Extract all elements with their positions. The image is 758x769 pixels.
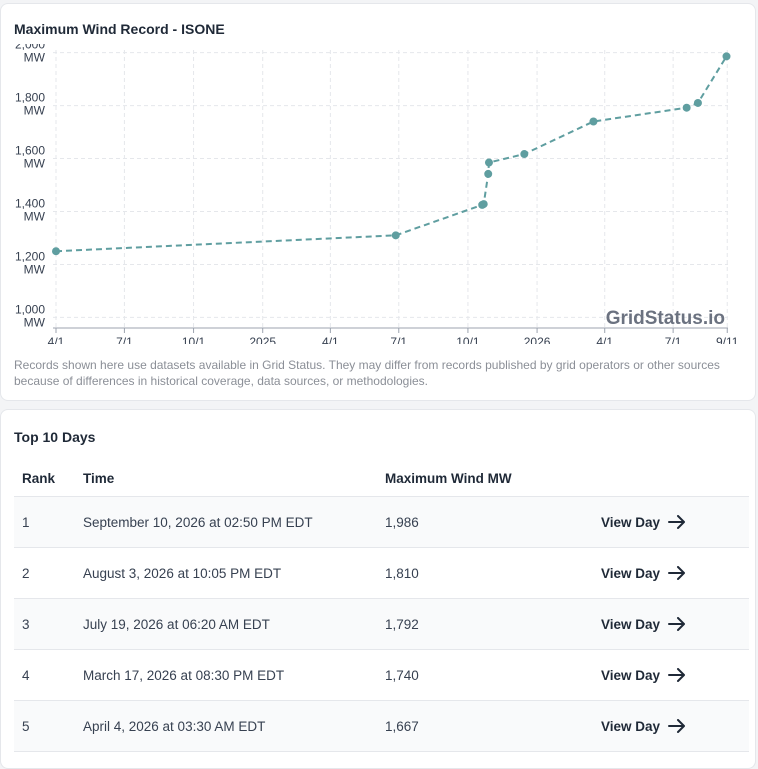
action-cell: View Day <box>593 496 749 548</box>
y-tick-label: 1,600 MW <box>15 144 46 171</box>
time-cell: July 19, 2026 at 06:20 AM EDT <box>75 598 377 650</box>
x-tick-label: 7/1 <box>390 335 407 344</box>
header-time: Time <box>75 460 377 497</box>
data-point <box>391 231 400 240</box>
action-cell: View Day <box>593 700 749 752</box>
view-day-link[interactable]: View Day <box>601 515 686 530</box>
rank-cell: 2 <box>14 547 75 599</box>
chart-title: Maximum Wind Record - ISONE <box>14 21 225 37</box>
data-point <box>693 98 702 107</box>
arrow-right-icon <box>668 719 686 733</box>
x-tick-label: 4/1 <box>322 335 339 344</box>
rank-cell: 3 <box>14 598 75 650</box>
y-tick-label: 1,400 MW <box>15 197 46 224</box>
value-cell: 1,740 <box>377 649 593 701</box>
records-disclaimer: Records shown here use datasets availabl… <box>14 358 720 388</box>
wind-record-chart: 1,000 MW 1,200 MW 1,400 MW 1,600 MW 1,800 MW 2,000… <box>15 44 739 344</box>
value-cell: 1,810 <box>377 547 593 599</box>
top-days-table: Rank Time Maximum Wind MW 1 September 10,… <box>14 460 749 752</box>
y-tick-label: 1,800 MW <box>15 91 46 118</box>
view-day-label: View Day <box>601 514 661 530</box>
time-cell: April 4, 2026 at 03:30 AM EDT <box>75 700 377 752</box>
view-day-label: View Day <box>601 616 661 632</box>
header-rank: Rank <box>14 460 75 497</box>
rank-cell: 1 <box>14 496 75 548</box>
y-tick-label: 1,000 MW <box>15 302 46 329</box>
x-tick-label: 9/11 <box>716 335 739 344</box>
series-line <box>55 55 728 253</box>
view-day-label: View Day <box>601 718 661 734</box>
data-point <box>520 150 529 159</box>
rank-cell: 5 <box>14 700 75 752</box>
x-tick-label: 7/1 <box>116 335 133 344</box>
time-cell: August 3, 2026 at 10:05 PM EDT <box>75 547 377 599</box>
x-tick-label: 4/1 <box>48 335 65 344</box>
data-point <box>682 103 691 112</box>
action-cell: View Day <box>593 547 749 599</box>
view-day-label: View Day <box>601 667 661 683</box>
value-cell: 1,986 <box>377 496 593 548</box>
rank-cell: 4 <box>14 649 75 701</box>
header-action <box>593 460 749 497</box>
table-row: 3 July 19, 2026 at 06:20 AM EDT 1,792 View … <box>14 598 749 650</box>
arrow-right-icon <box>668 617 686 631</box>
view-day-link[interactable]: View Day <box>601 617 686 632</box>
data-point <box>52 247 61 256</box>
x-tick-label: 10/1 <box>456 335 480 344</box>
data-point <box>479 200 488 209</box>
view-day-link[interactable]: View Day <box>601 719 686 734</box>
table-header-row: Rank Time Maximum Wind MW <box>14 460 749 497</box>
x-tick-label: 7/1 <box>665 335 682 344</box>
arrow-right-icon <box>668 515 686 529</box>
data-point <box>484 158 493 167</box>
arrow-right-icon <box>668 668 686 682</box>
table-title: Top 10 Days <box>14 429 96 445</box>
table-row: 4 March 17, 2026 at 08:30 PM EDT 1,740 View… <box>14 649 749 701</box>
data-point <box>722 52 731 61</box>
table-row: 2 August 3, 2026 at 10:05 PM EDT 1,810 View… <box>14 547 749 599</box>
data-point <box>484 169 493 178</box>
header-value: Maximum Wind MW <box>377 460 593 497</box>
arrow-right-icon <box>668 566 686 580</box>
y-tick-label: 1,200 MW <box>15 249 46 276</box>
gridstatus-watermark: GridStatus.io <box>606 308 725 329</box>
action-cell: View Day <box>593 649 749 701</box>
time-cell: March 17, 2026 at 08:30 PM EDT <box>75 649 377 701</box>
table-row: 1 September 10, 2026 at 02:50 PM EDT 1,986… <box>14 496 749 548</box>
action-cell: View Day <box>593 598 749 650</box>
time-cell: September 10, 2026 at 02:50 PM EDT <box>75 496 377 548</box>
x-tick-label: 2025 <box>249 335 276 344</box>
view-day-label: View Day <box>601 565 661 581</box>
value-cell: 1,792 <box>377 598 593 650</box>
view-day-link[interactable]: View Day <box>601 668 686 683</box>
view-day-link[interactable]: View Day <box>601 566 686 581</box>
x-tick-label: 2026 <box>524 335 551 344</box>
x-tick-label: 10/1 <box>182 335 206 344</box>
value-cell: 1,667 <box>377 700 593 752</box>
x-tick-label: 4/1 <box>596 335 613 344</box>
y-tick-label: 2,000 MW <box>15 44 46 65</box>
data-point <box>589 117 598 126</box>
chart-card: Maximum Wind Record - ISONE 1,000 MW 1,200… <box>0 3 756 401</box>
table-row: 5 April 4, 2026 at 03:30 AM EDT 1,667 View … <box>14 700 749 752</box>
